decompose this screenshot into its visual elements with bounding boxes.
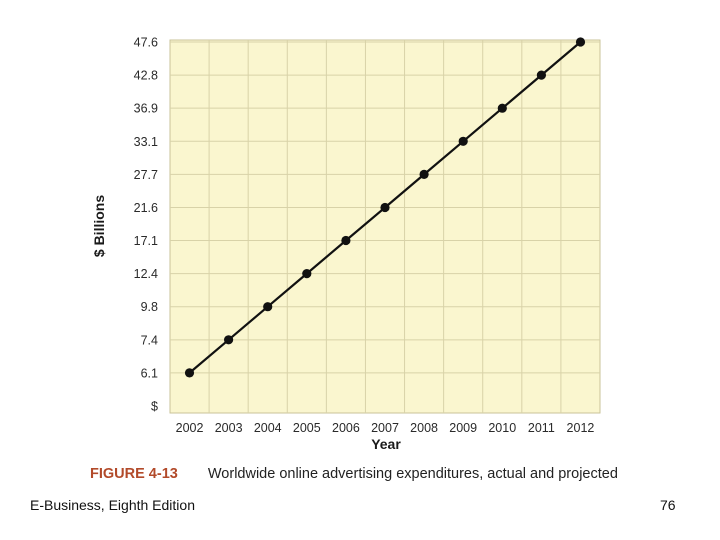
x-tick-label: 2012	[567, 421, 595, 435]
x-tick-label: 2008	[410, 421, 438, 435]
x-tick-labels: 2002 2003 2004 2005 2006 2007 2008 2009 2010 2011…	[176, 421, 595, 435]
x-tick-label: 2006	[332, 421, 360, 435]
data-point-2011	[536, 70, 547, 80]
y-tick-labels: $6.1 7.4 9.8 12.4 17.1 21.6 27.7 33.1 36.9 42.8 47…	[134, 36, 158, 414]
data-point-2006	[341, 235, 351, 246]
data-point-2003	[224, 335, 234, 345]
x-tick-label: 2011	[528, 421, 555, 435]
y-axis-title: $ Billions	[91, 195, 107, 257]
y-tick-label: 33.1	[134, 135, 158, 149]
plot-area	[169, 39, 601, 414]
data-point-2012	[575, 37, 586, 47]
x-axis-title: Year	[371, 436, 401, 452]
book-title: E-Business, Eighth Edition	[30, 497, 195, 513]
x-tick-label: 2010	[488, 421, 516, 435]
data-points	[184, 37, 586, 378]
data-point-2004	[263, 302, 273, 312]
data-point-2009	[458, 136, 468, 146]
figure-caption: FIGURE 4-13 Worldwide online advertising…	[90, 466, 618, 482]
y-tick-label: 7.4	[141, 333, 158, 347]
y-tick-label: 17.1	[134, 234, 158, 248]
y-tick-label: 42.8	[134, 69, 158, 83]
y-tick-label: $	[151, 400, 158, 414]
data-point-2002	[184, 368, 195, 378]
data-point-2010	[497, 103, 507, 113]
figure-number: FIGURE 4-13	[90, 466, 178, 482]
x-tick-label: 2007	[371, 421, 399, 435]
page-number: 76	[660, 497, 676, 513]
y-tick-label: 12.4	[134, 267, 158, 281]
data-point-2005	[302, 269, 312, 279]
x-tick-label: 2003	[215, 421, 243, 435]
x-tick-label: 2005	[293, 421, 321, 435]
y-tick-label: 47.6	[134, 36, 158, 50]
figure-caption-text: Worldwide online advertising expenditure…	[207, 466, 618, 482]
y-tick-label: 6.1	[141, 366, 158, 380]
y-tick-label: 9.8	[141, 300, 158, 314]
y-tick-label: 36.9	[134, 102, 158, 116]
x-tick-label: 2004	[254, 421, 282, 435]
y-tick-label: 21.6	[134, 201, 158, 215]
x-tick-label: 2002	[176, 421, 204, 435]
x-tick-label: 2009	[449, 421, 477, 435]
data-point-2008	[419, 169, 429, 179]
data-point-2007	[380, 202, 390, 213]
y-tick-label: 27.7	[134, 168, 158, 182]
